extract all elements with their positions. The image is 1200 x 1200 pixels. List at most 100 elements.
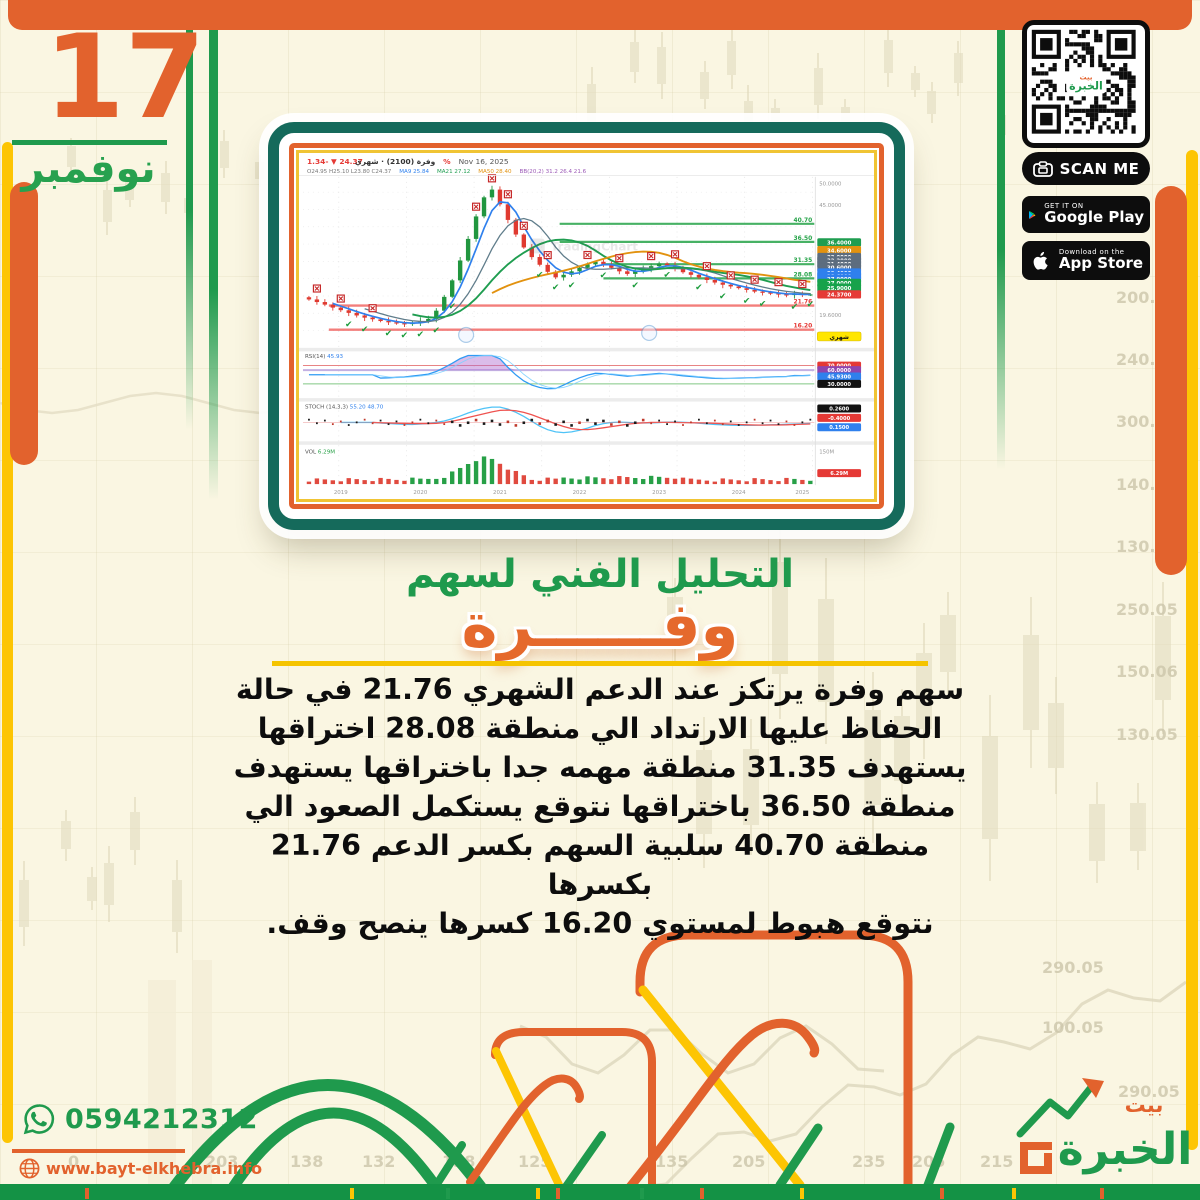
svg-text:وفرة (2100) · شهري24.37 ▼ -1.3: وفرة (2100) · شهري24.37 ▼ -1.34% Nov 16, …: [307, 157, 509, 166]
date-month: نوفمبر: [21, 146, 156, 192]
date-divider: [12, 140, 167, 145]
website-link[interactable]: www.bayt-elkhebra.info: [46, 1159, 263, 1178]
brand-arrow-icon: [1016, 1078, 1104, 1138]
chart-orange-border: 28.08 31.35 36.50 40.70 21.76 16.20 ✔ ✔ ✔ ✔ ✔ ✔ ✔ ✔ ✔ ✔…: [289, 143, 884, 509]
svg-text:2023: 2023: [652, 490, 666, 496]
svg-text:✔: ✔: [385, 329, 393, 339]
svg-text:36.4000: 36.4000: [827, 241, 852, 247]
svg-text:0.1500: 0.1500: [829, 425, 849, 431]
left-yellow-strip: [2, 142, 13, 1143]
google-play-badge[interactable]: GET IT ON Google Play: [1022, 196, 1150, 233]
analysis-line: نتوقع هبوط لمستوي 16.20 كسرها ينصح وقف.: [266, 907, 934, 940]
analysis-line: سهم وفرة يرتكز عند الدعم الشهري 21.76 في…: [235, 673, 965, 706]
svg-text:24.3700: 24.3700: [827, 293, 852, 299]
svg-text:2019: 2019: [334, 490, 348, 496]
date-day: 17: [44, 10, 206, 145]
app-store-label: App Store: [1058, 254, 1144, 273]
phone-number[interactable]: 0594212312: [65, 1103, 258, 1135]
svg-text:40.70: 40.70: [793, 217, 812, 224]
svg-text:2022: 2022: [573, 490, 587, 496]
svg-text:2025: 2025: [795, 490, 809, 496]
svg-text:45.9300: 45.9300: [827, 374, 851, 380]
svg-text:✔: ✔: [663, 270, 671, 280]
bottom-candle-ticks: [85, 1188, 1104, 1199]
chart-card: 28.08 31.35 36.50 40.70 21.76 16.20 ✔ ✔ ✔ ✔ ✔ ✔ ✔ ✔ ✔ ✔…: [268, 122, 905, 530]
svg-text:31.35: 31.35: [793, 257, 812, 264]
whatsapp-icon: [23, 1104, 55, 1135]
svg-text:-0.4000: -0.4000: [828, 416, 850, 422]
svg-text:2024: 2024: [732, 490, 746, 496]
svg-text:STOCH (14,3,3) 55.20 48.70: STOCH (14,3,3) 55.20 48.70: [305, 405, 384, 411]
stock-name: وفــــــرة: [461, 590, 739, 661]
svg-text:0.2600: 0.2600: [829, 407, 849, 413]
svg-text:150M: 150M: [819, 449, 834, 455]
brand-name-main: الخبرة: [1058, 1124, 1192, 1175]
svg-text:16.20: 16.20: [793, 323, 812, 330]
google-play-small-label: GET IT ON: [1044, 201, 1084, 210]
scan-me-button[interactable]: SCAN ME: [1022, 152, 1150, 185]
svg-text:25.9000: 25.9000: [827, 286, 852, 292]
green-accent-line-3: [997, 30, 1005, 470]
decorative-lines: [159, 930, 955, 1200]
google-play-icon: [1029, 210, 1036, 219]
svg-text:✔: ✔: [600, 271, 608, 281]
svg-text:✔: ✔: [552, 283, 560, 293]
svg-text:✔: ✔: [417, 330, 425, 340]
svg-text:28.08: 28.08: [793, 271, 812, 278]
section-title: التحليل الفني لسهم: [406, 552, 794, 597]
website-row: www.bayt-elkhebra.info: [18, 1157, 262, 1180]
app-store-small-label: Download on the: [1058, 247, 1125, 256]
svg-text:19.6000: 19.6000: [819, 313, 842, 319]
svg-text:TradingChart: TradingChart: [551, 239, 639, 253]
svg-text:45.0000: 45.0000: [819, 203, 842, 209]
svg-text:✔: ✔: [448, 302, 456, 312]
green-accent-line-2: [209, 30, 218, 500]
qr-center-logo: بيت الخبرة: [1066, 74, 1106, 94]
svg-text:✔: ✔: [345, 320, 353, 330]
svg-text:30.0000: 30.0000: [827, 382, 851, 388]
globe-icon: [19, 1158, 40, 1179]
svg-text:✔: ✔: [401, 331, 409, 341]
analysis-text: سهم وفرة يرتكز عند الدعم الشهري 21.76 في…: [228, 670, 972, 943]
analysis-line: يستهدف 31.35 منطقة مهمه جدا باختراقها يس…: [233, 751, 967, 784]
camera-icon: [1032, 160, 1053, 177]
svg-text:✔: ✔: [631, 281, 639, 291]
svg-text:✔: ✔: [791, 302, 799, 312]
svg-text:6.29M: 6.29M: [830, 471, 848, 477]
scan-me-label: SCAN ME: [1059, 159, 1140, 178]
contact-divider: [12, 1149, 185, 1153]
svg-text:✔: ✔: [743, 297, 751, 307]
top-accent-bar: [8, 0, 1192, 30]
svg-text:60.0000: 60.0000: [827, 368, 851, 374]
brand-logo: بيت الخبرة: [1012, 1072, 1192, 1184]
brand-name-top: بيت: [1125, 1093, 1164, 1117]
chart-yellow-border: 28.08 31.35 36.50 40.70 21.76 16.20 ✔ ✔ ✔ ✔ ✔ ✔ ✔ ✔ ✔ ✔…: [296, 150, 877, 502]
svg-text:RSI(14) 45.93: RSI(14) 45.93: [305, 354, 344, 360]
qr-code[interactable]: بيت الخبرة: [1022, 20, 1150, 148]
svg-text:✔: ✔: [807, 300, 815, 310]
analysis-line: منطقة 40.70 سلبية السهم بكسر الدعم 21.76…: [270, 829, 930, 901]
svg-text:21.76: 21.76: [793, 299, 812, 306]
svg-text:50.0000: 50.0000: [819, 182, 842, 188]
phone-row: 0594212312: [22, 1102, 258, 1136]
svg-text:2021: 2021: [493, 490, 507, 496]
svg-text:✔: ✔: [695, 283, 703, 293]
analysis-line: منطقة 36.50 باختراقها نتوقع يستكمل الصعو…: [244, 790, 956, 823]
analysis-line: الحفاظ عليها الارتداد الي منطقة 28.08 اخ…: [257, 712, 943, 745]
svg-text:✔: ✔: [433, 326, 441, 336]
svg-text:شهري: شهري: [829, 334, 849, 341]
svg-text:✔: ✔: [759, 299, 767, 309]
svg-text:36.50: 36.50: [793, 235, 812, 242]
brand-house-icon: [1020, 1142, 1052, 1174]
apple-icon: [1033, 251, 1048, 270]
google-play-label: Google Play: [1044, 208, 1144, 227]
title-underline: [272, 661, 928, 666]
svg-text:VOL 6.29M: VOL 6.29M: [305, 449, 335, 455]
app-store-badge[interactable]: Download on the App Store: [1022, 241, 1150, 280]
svg-text:✔: ✔: [536, 270, 544, 280]
green-accent-line-1: [186, 30, 193, 430]
svg-text:✔: ✔: [719, 292, 727, 302]
